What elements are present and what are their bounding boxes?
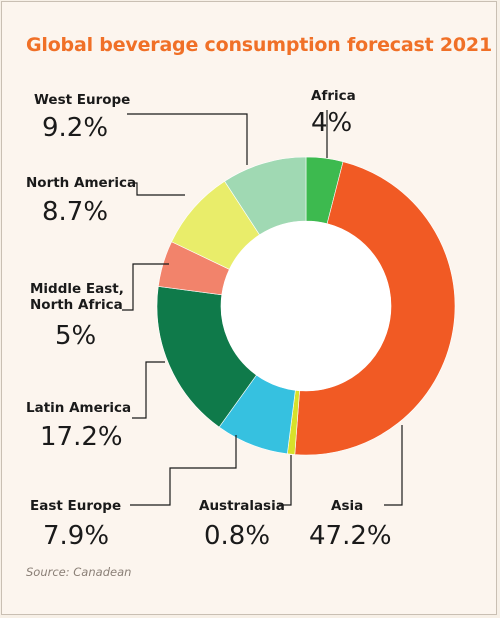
leader-east-europe	[130, 435, 237, 506]
label-north-america: North America	[26, 175, 137, 191]
label-australasia: Australasia	[199, 498, 285, 514]
value-africa: 4%	[311, 108, 353, 138]
leader-middle-east	[122, 263, 169, 311]
value-middle-east: 5%	[55, 321, 97, 351]
leader-asia	[384, 425, 403, 506]
label-east-europe: East Europe	[30, 498, 122, 514]
label-africa: Africa	[311, 88, 356, 104]
value-latin-america: 17.2%	[40, 422, 123, 452]
label-latin-america: Latin America	[26, 400, 132, 416]
leader-latin-america	[132, 361, 165, 419]
leader-north-america	[128, 182, 185, 196]
donut-hole	[221, 221, 391, 391]
source-note: Source: Canadean	[26, 565, 132, 579]
leader-australasia	[279, 455, 292, 506]
value-east-europe: 7.9%	[43, 521, 110, 551]
chart-title: Global beverage consumption forecast 202…	[26, 34, 492, 56]
value-west-europe: 9.2%	[42, 113, 109, 143]
label-asia: Asia	[331, 498, 364, 514]
value-asia: 47.2%	[309, 521, 392, 551]
label-middle-east: Middle East, North Africa	[30, 281, 124, 313]
label-west-europe: West Europe	[34, 92, 131, 108]
value-north-america: 8.7%	[42, 197, 109, 227]
value-australasia: 0.8%	[204, 521, 271, 551]
leader-west-europe	[127, 113, 248, 165]
